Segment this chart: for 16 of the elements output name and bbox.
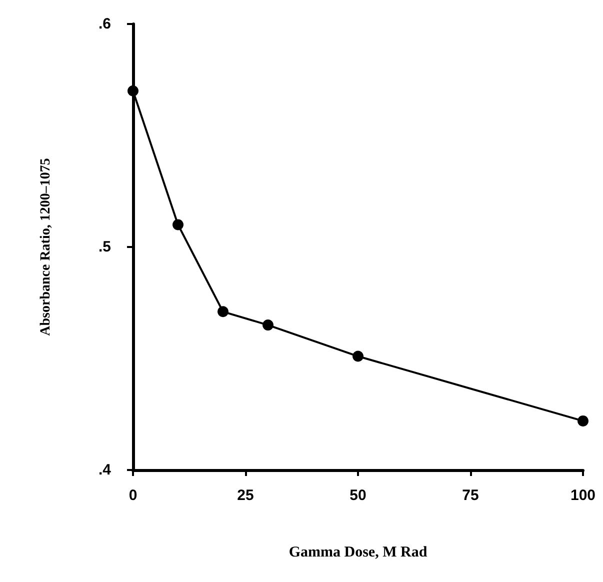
x-tick-label: 75 — [462, 487, 479, 504]
point — [352, 350, 364, 362]
y-axis-title: Absorbance Ratio, 1200–1075 — [38, 158, 54, 336]
x-tick-label: 100 — [570, 487, 596, 504]
x-tick-label: 0 — [128, 487, 138, 504]
x-tick-label: 50 — [350, 487, 366, 504]
y-tick-label: .5 — [98, 238, 111, 256]
point — [172, 219, 184, 230]
point — [218, 306, 228, 318]
x-axis-title: Gamma Dose, M Rad — [288, 544, 428, 560]
point — [262, 320, 274, 331]
point — [128, 85, 138, 96]
point — [578, 415, 588, 426]
y-tick-label: .4 — [98, 462, 112, 478]
x-tick-label: 25 — [237, 487, 254, 504]
y-tick-label: .6 — [98, 16, 111, 32]
